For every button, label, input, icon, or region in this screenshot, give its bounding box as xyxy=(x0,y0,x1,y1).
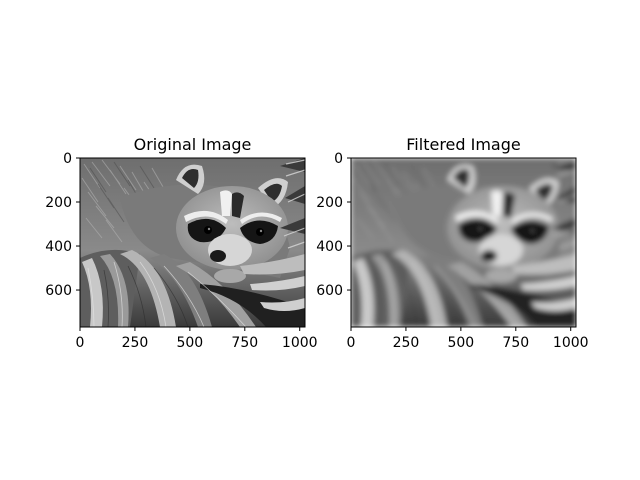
filtered-image-raster xyxy=(351,158,576,327)
filtered-y-tick-label: 200 xyxy=(316,195,343,211)
filtered-x-tick-label: 0 xyxy=(347,335,356,351)
original-x-tick-label: 750 xyxy=(231,335,258,351)
original-x-tick-label: 1000 xyxy=(282,335,318,351)
original-x-tick-label: 0 xyxy=(76,335,85,351)
original-image-raster xyxy=(80,158,305,327)
filtered-y-tick-label: 400 xyxy=(316,239,343,255)
filtered-y-tick-label: 0 xyxy=(334,151,343,167)
original-y-tick-label: 600 xyxy=(45,283,72,299)
original-y-tick-label: 0 xyxy=(63,151,72,167)
original-y-tick-label: 400 xyxy=(45,239,72,255)
original-x-tick-label: 500 xyxy=(176,335,203,351)
filtered-y-tick-label: 600 xyxy=(316,283,343,299)
filtered-image-panel: Filtered Image 0 250 500 750 1000 0 200 400 600 xyxy=(316,135,588,351)
original-image-axes-frame xyxy=(79,157,306,328)
filtered-x-tick-label: 500 xyxy=(447,335,474,351)
original-image-panel: Original Image 0 250 500 750 1000 0 200 400 600 xyxy=(45,135,317,351)
original-y-tick-label: 200 xyxy=(45,195,72,211)
filtered-x-tick-label: 750 xyxy=(502,335,529,351)
filtered-image-ticks: 0 250 500 750 1000 0 200 400 600 xyxy=(316,151,588,351)
filtered-x-tick-label: 1000 xyxy=(553,335,589,351)
filtered-image-axes-frame xyxy=(350,157,577,328)
filtered-image-title: Filtered Image xyxy=(406,135,520,154)
original-image-title: Original Image xyxy=(134,135,252,154)
original-image-ticks: 0 250 500 750 1000 0 200 400 600 xyxy=(45,151,317,351)
filtered-x-tick-label: 250 xyxy=(393,335,420,351)
original-x-tick-label: 250 xyxy=(122,335,149,351)
